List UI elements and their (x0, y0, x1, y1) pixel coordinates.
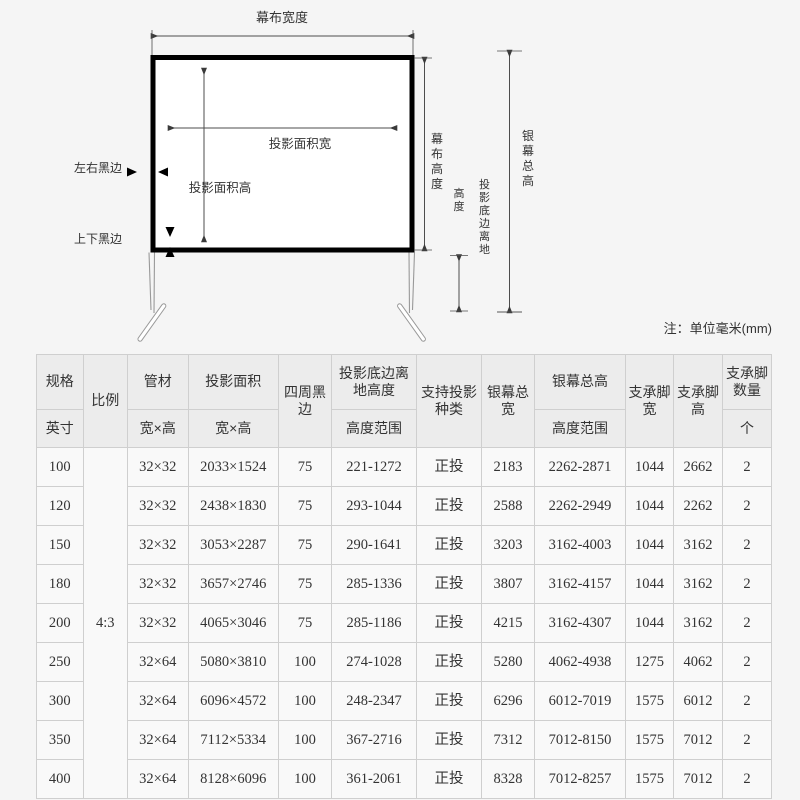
svg-text:底: 底 (479, 203, 490, 217)
svg-text:离: 离 (479, 229, 490, 243)
svg-text:上下黑边: 上下黑边 (74, 232, 122, 246)
svg-text:总: 总 (522, 159, 534, 173)
svg-text:高: 高 (454, 186, 465, 200)
svg-text:左右黑边: 左右黑边 (74, 160, 122, 175)
svg-text:投: 投 (479, 177, 490, 191)
svg-text:布: 布 (431, 147, 443, 161)
svg-text:幕布宽度: 幕布宽度 (256, 10, 308, 25)
svg-text:边: 边 (479, 217, 490, 230)
svg-text:幕: 幕 (431, 132, 443, 146)
svg-text:影: 影 (479, 191, 490, 204)
svg-text:高: 高 (522, 173, 534, 188)
svg-text:度: 度 (454, 199, 465, 213)
svg-text:度: 度 (431, 176, 443, 191)
svg-text:地: 地 (479, 243, 490, 256)
svg-text:投影面积高: 投影面积高 (189, 180, 252, 195)
svg-text:高: 高 (431, 161, 443, 176)
svg-text:银: 银 (522, 129, 534, 143)
svg-text:注：单位毫米(mm): 注：单位毫米(mm) (664, 321, 772, 336)
svg-text:投影面积宽: 投影面积宽 (269, 136, 332, 151)
svg-text:幕: 幕 (522, 144, 534, 158)
